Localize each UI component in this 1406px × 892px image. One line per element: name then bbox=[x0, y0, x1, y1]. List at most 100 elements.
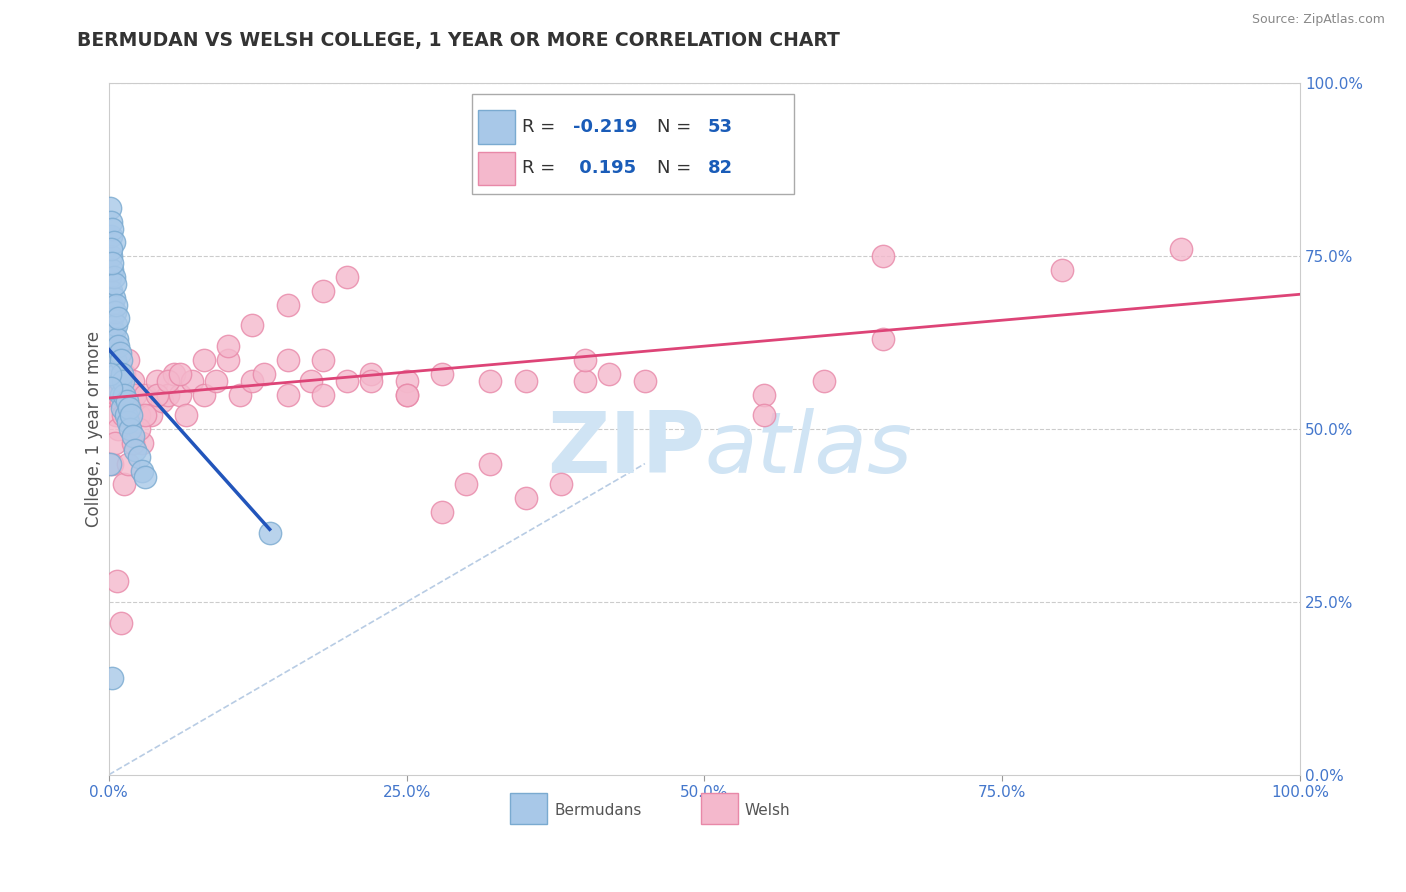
Point bbox=[131, 436, 153, 450]
Text: ZIP: ZIP bbox=[547, 409, 704, 491]
Point bbox=[103, 235, 125, 250]
Point bbox=[217, 353, 239, 368]
FancyBboxPatch shape bbox=[472, 94, 794, 194]
Point bbox=[432, 367, 454, 381]
Point bbox=[152, 394, 174, 409]
Point bbox=[432, 505, 454, 519]
Point bbox=[193, 387, 215, 401]
Point bbox=[103, 291, 125, 305]
Point bbox=[259, 525, 281, 540]
Point bbox=[101, 311, 124, 326]
Point bbox=[104, 436, 127, 450]
Point bbox=[169, 387, 191, 401]
Point bbox=[456, 477, 478, 491]
Text: Bermudans: Bermudans bbox=[554, 803, 641, 818]
Point bbox=[105, 574, 128, 589]
Point bbox=[128, 450, 150, 464]
Point bbox=[101, 298, 124, 312]
Point bbox=[104, 277, 127, 291]
Y-axis label: College, 1 year or more: College, 1 year or more bbox=[86, 331, 103, 527]
Point bbox=[100, 228, 122, 243]
Point bbox=[103, 326, 125, 340]
Text: 53: 53 bbox=[709, 118, 733, 136]
FancyBboxPatch shape bbox=[510, 793, 547, 824]
Point bbox=[360, 367, 382, 381]
Point bbox=[134, 387, 156, 401]
Point bbox=[312, 387, 335, 401]
Point bbox=[598, 367, 620, 381]
Point bbox=[118, 401, 141, 416]
Point bbox=[115, 394, 138, 409]
Point bbox=[101, 263, 124, 277]
Point bbox=[515, 374, 537, 388]
Point bbox=[253, 367, 276, 381]
Point bbox=[114, 409, 136, 423]
Point bbox=[112, 367, 135, 381]
Point bbox=[169, 367, 191, 381]
Point bbox=[112, 374, 135, 388]
Point bbox=[98, 339, 121, 353]
Point bbox=[752, 387, 775, 401]
Point bbox=[107, 311, 129, 326]
Point bbox=[128, 409, 150, 423]
Text: Source: ZipAtlas.com: Source: ZipAtlas.com bbox=[1251, 13, 1385, 27]
Point bbox=[336, 374, 359, 388]
Point bbox=[479, 374, 502, 388]
Point bbox=[813, 374, 835, 388]
Point bbox=[139, 409, 162, 423]
Point bbox=[112, 409, 135, 423]
Point bbox=[100, 215, 122, 229]
Point bbox=[120, 422, 142, 436]
Point bbox=[145, 374, 167, 388]
Point bbox=[395, 374, 418, 388]
Point bbox=[395, 387, 418, 401]
Point bbox=[101, 457, 124, 471]
Point bbox=[101, 221, 124, 235]
Point bbox=[277, 387, 299, 401]
Point bbox=[240, 374, 263, 388]
Point bbox=[100, 284, 122, 298]
Point bbox=[312, 284, 335, 298]
Point bbox=[134, 409, 156, 423]
Point bbox=[117, 415, 139, 429]
Point bbox=[98, 201, 121, 215]
Point bbox=[100, 381, 122, 395]
Point bbox=[112, 477, 135, 491]
Point bbox=[277, 353, 299, 368]
Text: 82: 82 bbox=[709, 160, 733, 178]
Text: R =: R = bbox=[522, 118, 561, 136]
Point bbox=[336, 270, 359, 285]
FancyBboxPatch shape bbox=[478, 152, 515, 185]
Point bbox=[104, 353, 127, 368]
FancyBboxPatch shape bbox=[700, 793, 738, 824]
Point bbox=[634, 374, 657, 388]
Text: atlas: atlas bbox=[704, 409, 912, 491]
Point bbox=[105, 409, 128, 423]
Text: R =: R = bbox=[522, 160, 561, 178]
Point bbox=[479, 457, 502, 471]
Point bbox=[105, 367, 128, 381]
Point bbox=[124, 387, 146, 401]
Point bbox=[872, 249, 894, 263]
Point bbox=[131, 464, 153, 478]
Point bbox=[110, 353, 132, 368]
Point bbox=[101, 332, 124, 346]
Point bbox=[163, 367, 186, 381]
Point bbox=[105, 298, 128, 312]
Point bbox=[121, 436, 143, 450]
Point bbox=[111, 367, 134, 381]
Point bbox=[299, 374, 322, 388]
Point bbox=[117, 353, 139, 368]
Point bbox=[112, 387, 135, 401]
Point bbox=[240, 318, 263, 333]
Point bbox=[98, 457, 121, 471]
Point bbox=[104, 304, 127, 318]
Point bbox=[108, 374, 131, 388]
Point bbox=[574, 374, 596, 388]
Point bbox=[98, 298, 121, 312]
Point bbox=[100, 332, 122, 346]
Text: 0.195: 0.195 bbox=[574, 160, 637, 178]
Point bbox=[98, 367, 121, 381]
Point bbox=[193, 353, 215, 368]
Point bbox=[312, 353, 335, 368]
